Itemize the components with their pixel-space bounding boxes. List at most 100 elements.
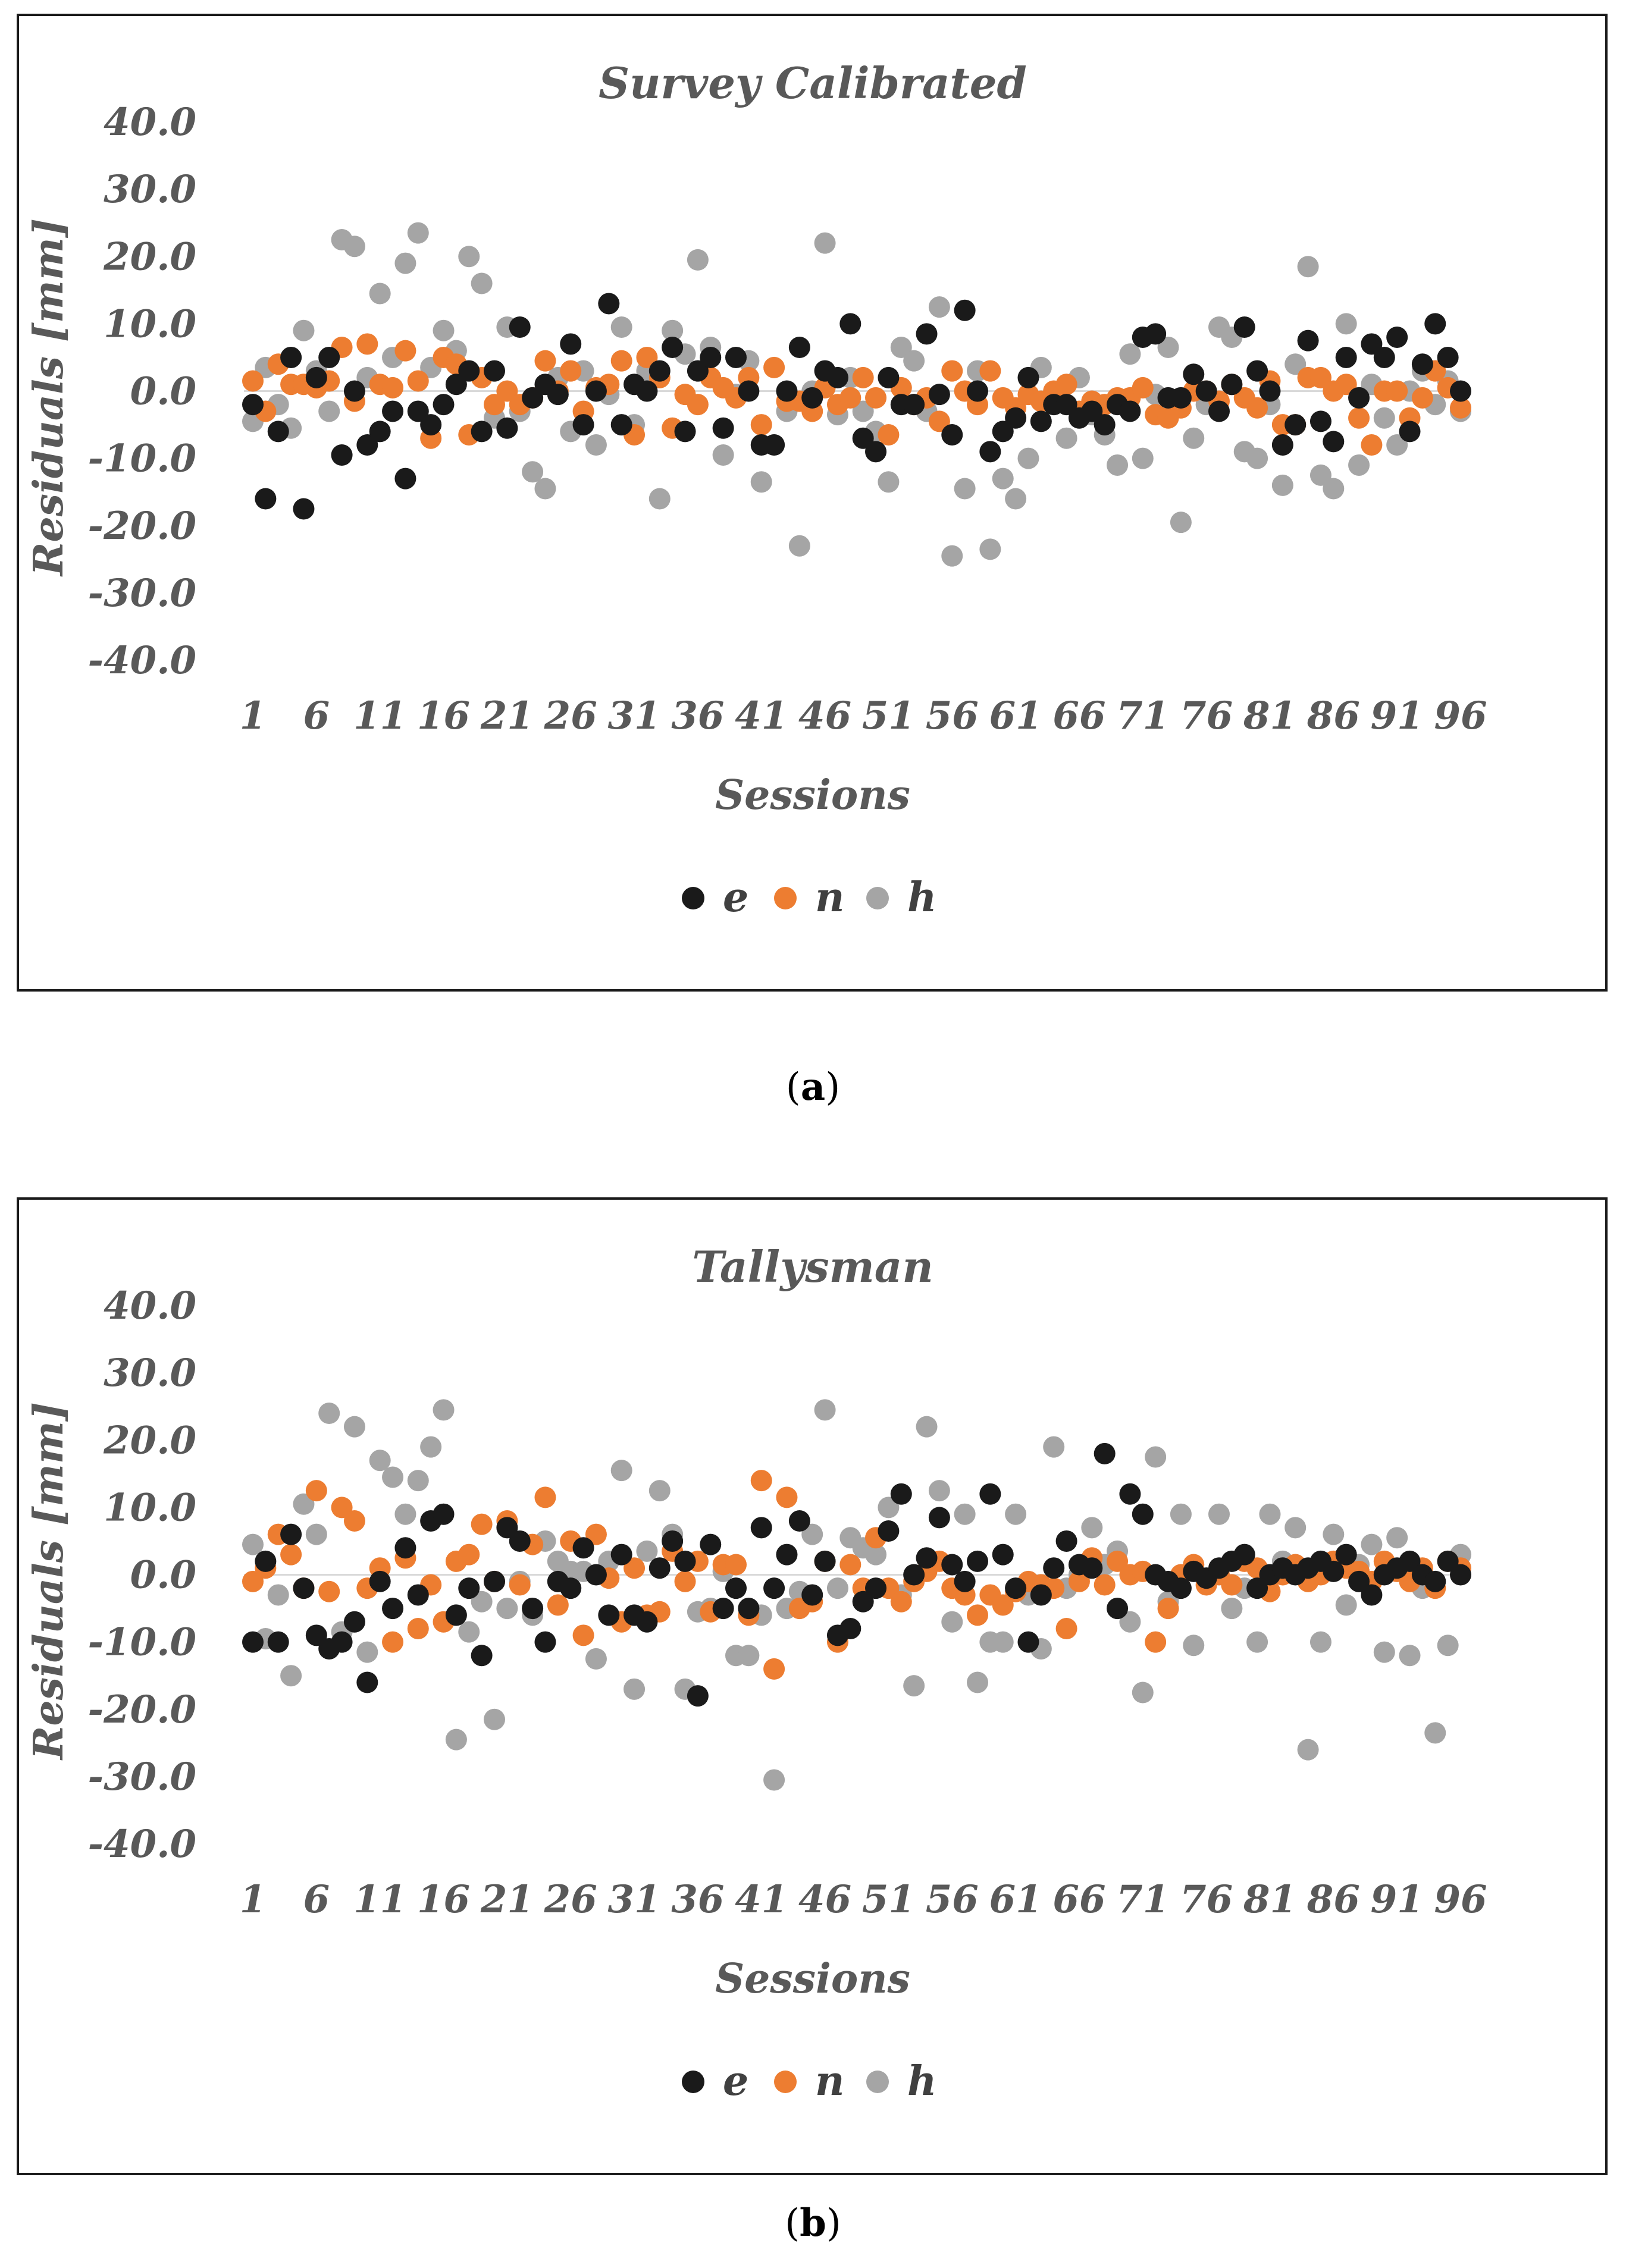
point-h-84 [1297,256,1319,278]
legend-label-n: n [815,874,844,921]
x-tick-label: 76 [1180,1877,1233,1922]
point-h-65 [1055,427,1077,449]
point-e-56 [941,1554,963,1576]
point-h-14 [407,222,429,244]
point-e-1 [242,394,264,416]
point-n-72 [1145,1631,1167,1653]
point-e-70 [1119,1483,1141,1505]
point-h-77 [1208,1503,1230,1525]
point-h-51 [878,471,900,493]
point-h-86 [1323,478,1345,500]
point-h-45 [801,1523,823,1545]
point-n-1 [242,1570,264,1592]
point-n-30 [610,350,632,372]
point-n-8 [331,1497,353,1519]
point-h-90 [1373,407,1395,429]
point-e-79 [1233,316,1255,338]
point-e-56 [941,424,963,446]
point-h-87 [1335,1594,1357,1616]
point-e-21 [496,1517,518,1539]
point-n-4 [280,1544,302,1566]
point-e-55 [928,1507,950,1529]
point-h-12 [382,1466,404,1488]
point-h-47 [826,1577,848,1599]
x-tick-label: 16 [417,694,470,738]
y-tick-label: 40.0 [104,1284,196,1328]
point-e-19 [471,1645,493,1667]
x-tick-label: 86 [1307,694,1360,738]
point-h-18 [458,246,480,268]
point-h-16 [433,319,455,341]
point-h-31 [624,1678,646,1700]
point-e-30 [610,414,632,436]
point-h-3 [267,1584,289,1606]
point-n-60 [992,1594,1014,1616]
point-e-96 [1450,380,1471,402]
point-e-62 [1017,366,1039,388]
point-n-93 [1411,387,1433,409]
point-h-50 [865,1544,887,1566]
point-h-5 [293,1493,315,1515]
y-axis-label: Residuals [mm] [25,1402,73,1761]
point-e-89 [1361,1584,1383,1606]
point-h-87 [1335,313,1357,335]
y-axis-label: Residuals [mm] [25,218,73,577]
y-tick-label: -30.0 [88,571,196,616]
point-h-7 [318,1403,340,1424]
y-tick-label: 10.0 [104,1485,196,1530]
point-n-55 [928,410,950,432]
point-h-21 [496,1598,518,1620]
point-e-74 [1170,387,1192,409]
point-e-43 [776,1544,798,1566]
point-e-39 [725,1577,747,1599]
x-tick-label: 66 [1052,1877,1105,1922]
point-e-45 [801,387,823,409]
point-h-82 [1271,474,1293,496]
point-e-68 [1094,414,1116,436]
point-h-54 [916,1416,938,1438]
point-n-96 [1450,397,1471,419]
point-n-12 [382,1631,404,1653]
point-h-5 [293,319,315,341]
point-n-78 [1221,1574,1243,1596]
point-h-67 [1081,1517,1103,1539]
point-e-10 [356,1671,378,1693]
point-e-78 [1221,374,1243,396]
point-h-30 [610,1460,632,1482]
point-h-53 [903,350,925,372]
point-e-93 [1411,353,1433,375]
point-e-35 [674,1550,696,1572]
x-tick-label: 21 [480,694,534,738]
x-tick-label: 26 [544,694,597,738]
x-tick-label: 6 [303,694,330,738]
point-h-73 [1157,336,1179,358]
point-h-19 [471,272,493,294]
x-tick-label: 86 [1307,1877,1360,1922]
legend-marker-n [774,2071,797,2093]
point-e-59 [979,441,1001,463]
point-h-75 [1183,1635,1205,1657]
point-h-64 [1043,1436,1065,1458]
point-e-2 [255,488,277,510]
point-n-42 [763,356,785,378]
point-e-19 [471,421,493,443]
y-tick-label: -10.0 [88,1620,196,1665]
point-e-5 [293,498,315,520]
y-tick-label: 20.0 [103,1418,196,1463]
point-e-25 [547,384,569,406]
point-e-26 [560,333,582,355]
point-e-18 [458,1577,480,1599]
point-e-34 [662,1530,684,1552]
point-e-23 [522,387,544,409]
point-n-25 [547,1594,569,1616]
point-h-60 [992,1631,1014,1653]
point-e-6 [305,1624,327,1646]
point-h-44 [788,535,810,557]
legend-marker-e [682,887,704,909]
point-h-28 [585,1648,607,1670]
point-n-56 [941,360,963,382]
point-n-26 [560,360,582,382]
caption-b: (b) [785,2201,841,2245]
point-h-46 [814,1399,836,1421]
chart-title: Survey Calibrated [599,58,1027,108]
